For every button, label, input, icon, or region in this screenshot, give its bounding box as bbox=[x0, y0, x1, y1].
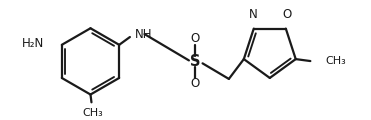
Text: NH: NH bbox=[135, 28, 152, 41]
Text: N: N bbox=[249, 8, 257, 21]
Text: H₂N: H₂N bbox=[22, 37, 44, 50]
Text: CH₃: CH₃ bbox=[82, 108, 103, 118]
Text: O: O bbox=[190, 33, 199, 45]
Text: S: S bbox=[190, 54, 200, 69]
Text: CH₃: CH₃ bbox=[325, 56, 346, 66]
Text: O: O bbox=[282, 8, 292, 21]
Text: O: O bbox=[190, 77, 199, 90]
